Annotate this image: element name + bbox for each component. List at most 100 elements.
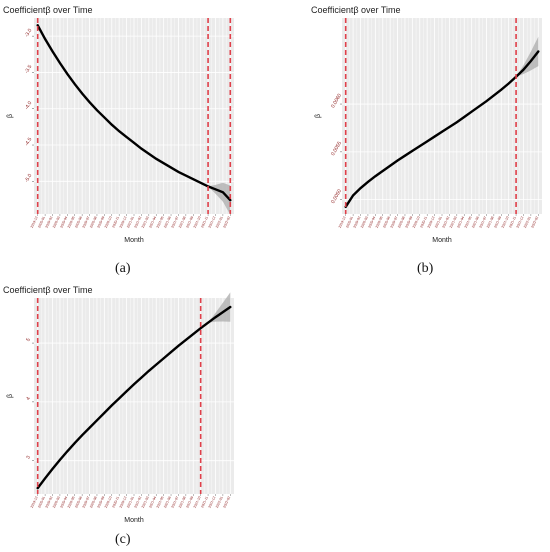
x-tick-label: 2021-07	[478, 216, 487, 229]
x-tick-label: 2020-09	[96, 216, 105, 229]
x-tick-label: 2020-03	[52, 496, 61, 509]
x-tick-label: 2020-07	[82, 496, 91, 509]
x-tick-label: 2022-01	[215, 496, 224, 509]
x-tick-label: 2022-02	[530, 216, 539, 229]
y-tick-label: 5	[25, 337, 32, 343]
x-tick-label: 2020-01	[37, 216, 46, 229]
x-tick-label: 2020-08	[89, 216, 98, 229]
x-tick-label: 2020-02	[353, 216, 362, 229]
x-tick-label: 2020-06	[382, 216, 391, 229]
x-tick-label: 2020-04	[59, 216, 68, 229]
y-tick-label: 0.0050	[330, 188, 343, 204]
y-tick-label: 3	[25, 455, 32, 461]
x-tick-label: 2021-02	[133, 496, 142, 509]
x-tick-label: 2021-05	[464, 216, 473, 229]
x-tick-label: 2021-02	[441, 216, 450, 229]
y-axis-title: β	[7, 394, 14, 398]
x-tick-label: 2021-12	[207, 496, 216, 509]
chart-panel-b: Coefficientβ over Time 0.0050 0.0055 0.006…	[308, 0, 548, 250]
x-tick-label: 2021-08	[178, 496, 187, 509]
x-tick-label: 2019-12	[30, 216, 39, 229]
confidence-ribbon	[516, 36, 539, 77]
x-tick-label: 2020-10	[412, 216, 421, 229]
x-tick-label: 2021-10	[193, 216, 202, 229]
x-tick-label: 2021-09	[185, 496, 194, 509]
y-tick-label: 4	[25, 396, 32, 402]
x-tick-label: 2021-10	[193, 496, 202, 509]
x-tick-label: 2019-12	[338, 216, 347, 229]
x-tick-label: 2020-09	[404, 216, 413, 229]
x-tick-label: 2020-07	[82, 216, 91, 229]
x-tick-label: 2021-02	[133, 216, 142, 229]
x-tick-label: 2020-05	[67, 496, 76, 509]
x-tick-label: 2020-02	[45, 496, 54, 509]
x-tick-label: 2020-08	[397, 216, 406, 229]
confidence-ribbon	[208, 182, 231, 215]
chart-title-a: Coefficientβ over Time	[3, 5, 93, 15]
x-tick-label: 2020-02	[45, 216, 54, 229]
x-tick-label: 2019-12	[30, 496, 39, 509]
x-tick-label: 2021-11	[200, 496, 209, 509]
x-tick-label: 2020-09	[96, 496, 105, 509]
x-tick-label: 2020-01	[345, 216, 354, 229]
y-tick-label: 0.0060	[330, 93, 343, 109]
x-tick-label: 2021-06	[163, 496, 172, 509]
x-tick-label: 2020-06	[74, 216, 83, 229]
x-tick-label: 2021-11	[508, 216, 517, 229]
x-axis-title: Month	[124, 517, 144, 524]
x-tick-label: 2020-12	[119, 496, 128, 509]
x-tick-label: 2020-12	[119, 216, 128, 229]
x-tick-label: 2021-07	[170, 216, 179, 229]
x-axis-title: Month	[124, 237, 144, 244]
y-tick-label: -4.0	[24, 100, 34, 111]
y-tick-label: -3.5	[24, 64, 34, 75]
x-tick-label: 2021-09	[185, 216, 194, 229]
caption-b: (b)	[417, 261, 434, 276]
x-tick-label: 2021-05	[156, 496, 165, 509]
x-tick-label: 2021-01	[126, 216, 135, 229]
x-tick-label: 2021-09	[493, 216, 502, 229]
x-tick-label: 2021-06	[163, 216, 172, 229]
x-tick-label: 2021-11	[200, 216, 209, 229]
x-tick-label: 2020-12	[427, 216, 436, 229]
x-tick-label: 2021-03	[141, 216, 150, 229]
x-tick-label: 2021-03	[141, 496, 150, 509]
x-tick-label: 2022-01	[215, 216, 224, 229]
x-tick-label: 2022-02	[222, 216, 231, 229]
x-tick-label: 2020-04	[367, 216, 376, 229]
caption-c: (c)	[115, 532, 131, 547]
x-tick-label: 2020-10	[104, 496, 113, 509]
y-axis-title: β	[7, 114, 14, 118]
x-tick-label: 2021-01	[434, 216, 443, 229]
x-axis-title: Month	[432, 237, 452, 244]
y-tick-label: -3.0	[24, 28, 34, 39]
x-tick-label: 2021-03	[449, 216, 458, 229]
chart-panel-c: Coefficientβ over Time 3 4 5 2019-12 2020-01…	[0, 280, 240, 530]
chart-title-b: Coefficientβ over Time	[311, 5, 401, 15]
chart-svg-a: -3.0-3.5-4.0-4.5-5.02019-122020-012020-0…	[7, 18, 234, 244]
x-tick-label: 2020-11	[111, 216, 120, 229]
chart-title-c: Coefficientβ over Time	[3, 285, 93, 295]
caption-a: (a)	[115, 261, 131, 276]
x-tick-label: 2021-12	[515, 216, 524, 229]
x-tick-label: 2021-05	[156, 216, 165, 229]
x-tick-label: 2021-04	[148, 496, 157, 509]
chart-panel-a: Coefficientβ over Time -3.0 -3.5 -4.0 -4.5 -…	[0, 0, 240, 250]
x-tick-label: 2021-01	[126, 496, 135, 509]
y-tick-label: -4.5	[24, 137, 34, 148]
chart-svg-c: 3452019-122020-012020-022020-032020-0420…	[7, 292, 234, 524]
x-tick-label: 2020-05	[375, 216, 384, 229]
x-tick-label: 2020-07	[390, 216, 399, 229]
y-axis-title: β	[315, 114, 322, 118]
x-tick-label: 2022-01	[523, 216, 532, 229]
x-tick-label: 2020-08	[89, 496, 98, 509]
x-tick-label: 2021-08	[178, 216, 187, 229]
x-tick-label: 2021-12	[207, 216, 216, 229]
x-tick-label: 2020-06	[74, 496, 83, 509]
y-tick-label: 0.0055	[330, 140, 343, 156]
x-tick-label: 2020-04	[59, 496, 68, 509]
x-tick-label: 2020-01	[37, 496, 46, 509]
confidence-ribbon	[208, 292, 231, 323]
x-tick-label: 2021-08	[486, 216, 495, 229]
